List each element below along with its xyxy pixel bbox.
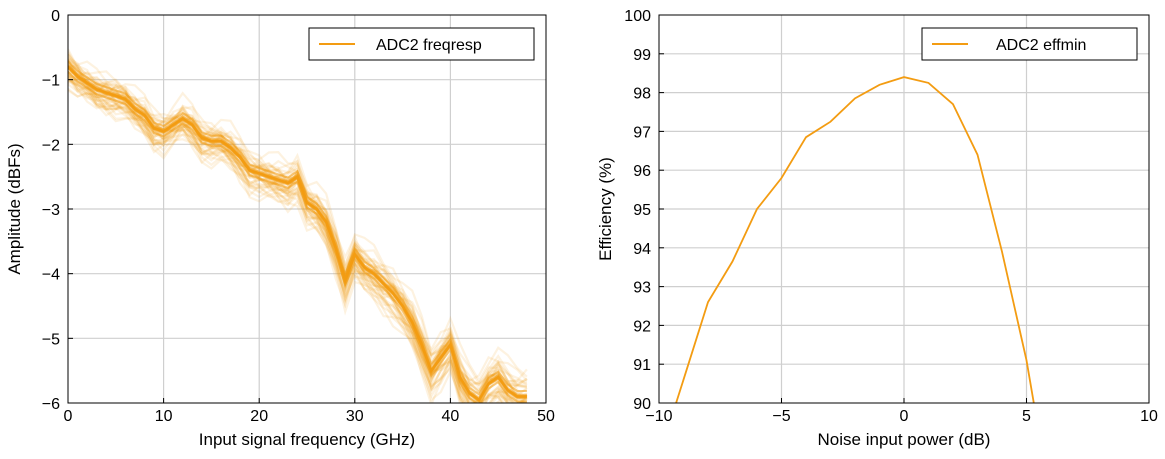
ensemble-trace xyxy=(68,74,507,403)
grid xyxy=(68,15,546,403)
x-tick-label: −5 xyxy=(772,408,790,425)
ensemble-trace xyxy=(68,76,501,403)
y-tick-label: 97 xyxy=(633,124,651,141)
grid xyxy=(659,15,1149,403)
y-tick-label: 94 xyxy=(633,241,651,258)
x-axis-label: Noise input power (dB) xyxy=(818,430,991,449)
ensemble-trace xyxy=(68,87,513,403)
y-tick-label: 98 xyxy=(633,86,651,103)
efficiency-plot: −10 −5 0 5 10 90 91 92 93 94 95 96 97 98 99 100 Noise in… xyxy=(596,8,1158,449)
legend: ADC2 freqresp xyxy=(308,27,535,61)
ensemble-trace xyxy=(68,60,528,383)
ensemble-trace xyxy=(68,74,503,403)
y-tick-label: −6 xyxy=(42,396,60,413)
y-axis-label: Amplitude (dBFs) xyxy=(5,143,24,274)
ensemble-trace xyxy=(68,79,509,403)
ensemble-trace xyxy=(68,74,501,403)
ensemble-trace xyxy=(68,77,505,403)
legend: ADC2 effmin xyxy=(921,27,1138,61)
y-axis-label: Efficiency (%) xyxy=(596,157,615,261)
dense-trace xyxy=(68,70,527,403)
legend-label: ADC2 freqresp xyxy=(376,37,482,54)
x-tick-label: 0 xyxy=(900,408,909,425)
ensemble-trace xyxy=(68,77,510,403)
series-line xyxy=(68,65,527,402)
y-tick-label: 99 xyxy=(633,47,651,64)
series-line xyxy=(675,76,1035,403)
y-tick-label: 95 xyxy=(633,202,651,219)
x-tick-label: 10 xyxy=(155,408,173,425)
y-tick-label: 0 xyxy=(51,8,60,25)
x-tick-label: 50 xyxy=(537,408,555,425)
y-tick-label: 96 xyxy=(633,163,651,180)
x-tick-label: −10 xyxy=(645,408,672,425)
x-tick-label: 20 xyxy=(250,408,268,425)
frequency-response-plot: 0 10 20 30 40 50 −6 −5 −4 −3 −2 −1 0 Input signal fre… xyxy=(5,8,555,449)
x-axis-label: Input signal frequency (GHz) xyxy=(199,430,415,449)
y-tick-label: 93 xyxy=(633,280,651,297)
y-tick-label: −2 xyxy=(42,137,60,154)
dense-trace xyxy=(68,60,527,396)
y-tick-label: 90 xyxy=(633,396,651,413)
x-tick-label: 40 xyxy=(442,408,460,425)
y-tick-label: −5 xyxy=(42,331,60,348)
legend-label: ADC2 effmin xyxy=(996,37,1086,54)
series-group xyxy=(68,48,528,403)
x-tick-label: 5 xyxy=(1022,408,1031,425)
y-tick-label: −3 xyxy=(42,202,60,219)
y-tick-label: 92 xyxy=(633,318,651,335)
x-tick-label: 10 xyxy=(1140,408,1158,425)
y-tick-label: 91 xyxy=(633,357,651,374)
y-tick-label: −4 xyxy=(42,267,60,284)
y-tick-label: −1 xyxy=(42,73,60,90)
series-group xyxy=(675,76,1035,403)
y-tick-label: 100 xyxy=(624,8,651,25)
ensemble-trace xyxy=(68,78,527,403)
ensemble-trace xyxy=(68,89,500,403)
x-tick-label: 0 xyxy=(64,408,73,425)
x-tick-label: 30 xyxy=(346,408,364,425)
